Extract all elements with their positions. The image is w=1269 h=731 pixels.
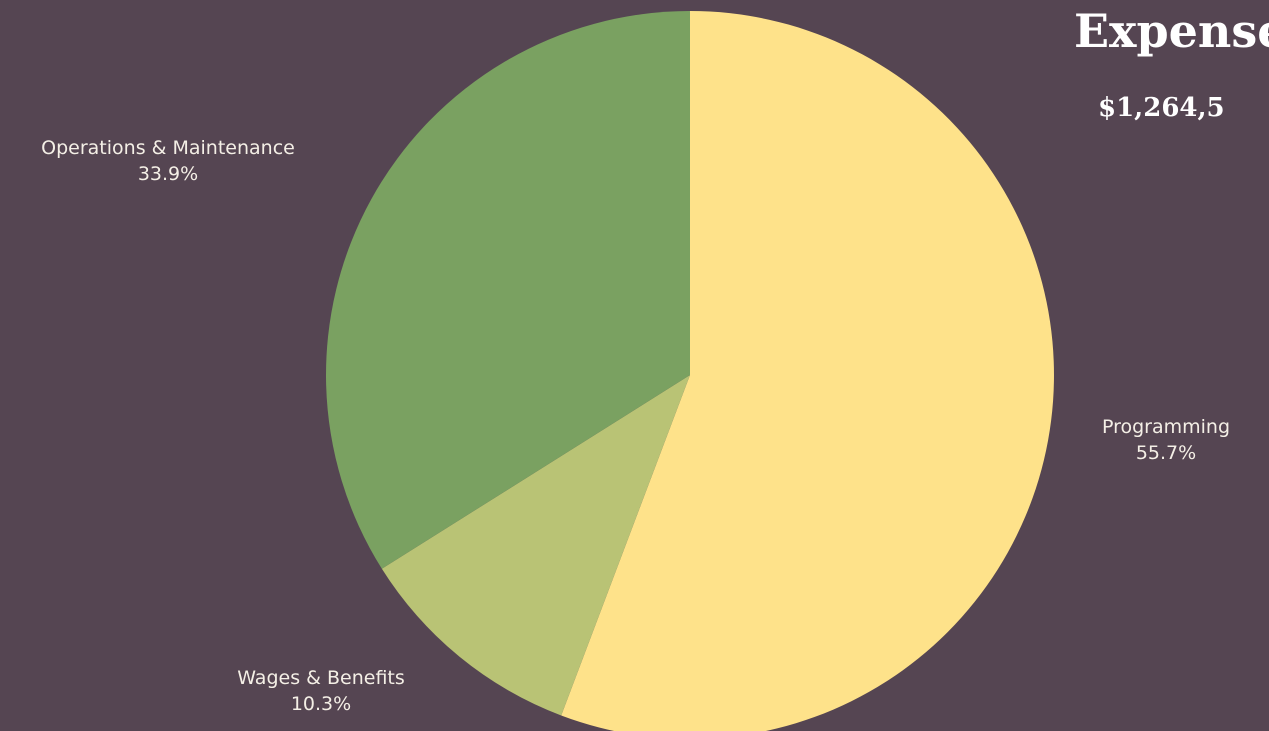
wages-benefits-label: Wages & Benefits: [237, 667, 405, 689]
wages-benefits-value: 10.3%: [290, 693, 352, 715]
slice-label-programming: Programming 55.7%: [1102, 414, 1230, 466]
programming-value: 55.7%: [1135, 442, 1197, 464]
slice-label-wages-benefits: Wages & Benefits 10.3%: [237, 665, 405, 717]
pie-slice-wages-benefits: [381, 375, 690, 716]
operations-maintenance-value: 33.9%: [137, 163, 199, 185]
slice-label-operations-maintenance: Operations & Maintenance 33.9%: [41, 135, 295, 187]
programming-label: Programming: [1101, 416, 1231, 438]
operations-maintenance-label: Operations & Maintenance: [41, 137, 295, 159]
chart-subtitle: $1,264,5: [1098, 93, 1225, 123]
pie-slice-programming: [561, 11, 1054, 731]
pie-slice-operations-maintenance: [326, 11, 690, 569]
chart-title: Expenses: [1074, 4, 1269, 58]
